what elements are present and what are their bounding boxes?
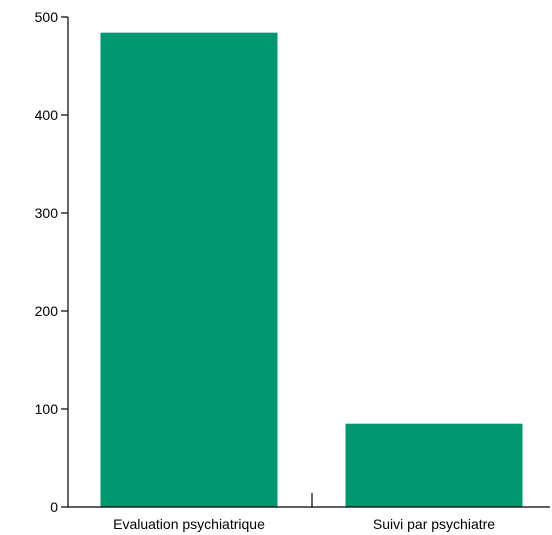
- bar-2: [345, 423, 523, 507]
- bars-group: [100, 32, 523, 508]
- y-tick-label: 200: [35, 303, 59, 319]
- y-ticks-group: 0 100 200 300 400 500: [35, 9, 68, 515]
- y-tick-label: 500: [35, 9, 59, 25]
- y-tick-label: 400: [35, 107, 59, 123]
- y-tick-label: 100: [35, 401, 59, 417]
- y-tick-label: 300: [35, 205, 59, 221]
- bar-1: [100, 32, 278, 508]
- x-category-label: Evaluation psychiatrique: [113, 516, 265, 532]
- x-labels-group: Evaluation psychiatrique Suivi par psychi…: [113, 516, 495, 532]
- axes-group: [67, 17, 550, 508]
- x-category-label: Suivi par psychiatre: [373, 516, 495, 532]
- y-tick-label: 0: [50, 499, 58, 515]
